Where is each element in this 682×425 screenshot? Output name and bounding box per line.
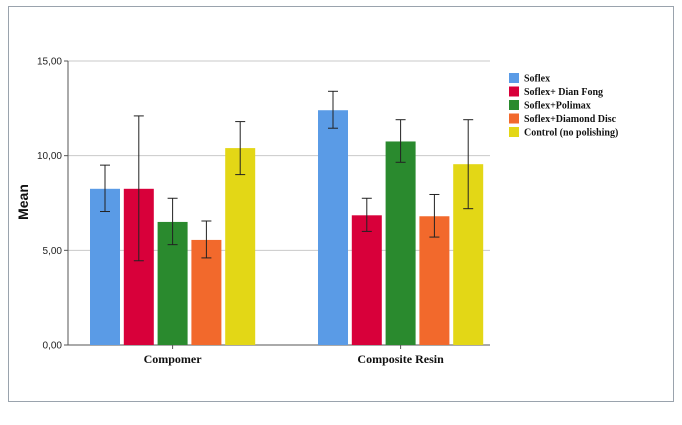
y-tick-label: 15,00 <box>37 57 62 68</box>
legend-label: Soflex+ Dian Fong <box>524 87 603 98</box>
y-tick-label: 0,00 <box>43 341 63 352</box>
bar <box>318 110 348 345</box>
bar <box>225 148 256 345</box>
legend-label: Control (no polishing) <box>524 128 618 139</box>
legend-swatch <box>509 73 519 83</box>
legend-label: Soflex <box>524 74 550 85</box>
legend-swatch <box>509 113 519 124</box>
legend-swatch <box>509 127 519 137</box>
y-tick-label: 10,00 <box>37 151 62 162</box>
x-category-label: Compomer <box>144 352 203 366</box>
y-axis-title: Mean <box>15 184 31 220</box>
bar <box>419 216 450 345</box>
legend-label: Soflex+Diamond Disc <box>524 114 617 125</box>
bar <box>385 141 416 345</box>
legend-label: Soflex+Polimax <box>524 101 591 112</box>
bar <box>351 215 382 345</box>
bar <box>90 188 120 345</box>
legend-swatch <box>509 100 519 110</box>
legend-swatch <box>509 86 519 97</box>
y-tick-label: 5,00 <box>43 246 63 257</box>
x-category-label: Composite Resin <box>357 352 444 366</box>
